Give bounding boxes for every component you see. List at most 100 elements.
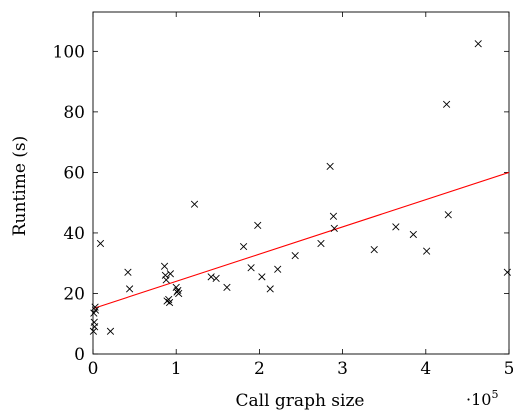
data-point — [223, 283, 231, 292]
data-point — [330, 224, 338, 233]
data-point — [423, 247, 431, 255]
data-point-stroke — [474, 40, 482, 48]
data-point-stroke — [165, 295, 173, 304]
data-point — [91, 303, 99, 311]
data-point-stroke — [409, 230, 417, 239]
data-point — [207, 273, 215, 281]
data-point-stroke — [258, 273, 266, 281]
data-point-stroke — [317, 239, 325, 248]
y-tick-label: 0 — [74, 345, 85, 365]
data-point — [274, 265, 282, 273]
data-point-stroke — [91, 303, 99, 311]
data-point — [503, 268, 511, 276]
data-point — [291, 252, 299, 260]
data-point-stroke — [423, 247, 431, 255]
data-point-stroke — [91, 306, 100, 314]
data-point — [258, 273, 266, 281]
data-point — [106, 327, 115, 335]
y-tick-label: 100 — [53, 42, 85, 62]
data-point-stroke — [91, 323, 99, 331]
data-point-stroke — [291, 252, 299, 260]
fit-line-layer — [92, 171, 510, 310]
data-point-stroke — [370, 245, 378, 254]
x-tick-label: 0 — [88, 359, 99, 379]
y-tick-label: 80 — [63, 103, 85, 123]
y-axis-title: Runtime (s) — [10, 136, 30, 237]
x-axis-title: Call graph size — [236, 391, 365, 411]
data-point — [247, 264, 255, 272]
data-points — [89, 40, 511, 335]
data-point-stroke — [392, 223, 400, 231]
data-point-stroke — [274, 265, 282, 273]
data-point-stroke — [106, 327, 115, 335]
data-point — [442, 100, 451, 108]
data-point — [175, 289, 183, 298]
data-point-stroke — [239, 242, 248, 251]
data-point — [91, 306, 100, 314]
data-point-stroke — [160, 262, 169, 270]
data-point — [161, 271, 170, 279]
plot-area — [92, 11, 510, 355]
data-point — [474, 40, 482, 48]
data-point — [239, 242, 248, 251]
data-point-stroke — [503, 268, 511, 276]
data-point-stroke — [175, 289, 183, 298]
data-point — [329, 212, 338, 220]
y-tick-label: 60 — [63, 163, 85, 183]
y-axis: 0 20 40 60 80 100 — [53, 42, 509, 365]
data-point — [162, 276, 170, 284]
data-point-stroke — [89, 327, 98, 335]
data-point-stroke — [247, 264, 255, 272]
x-axis-scale-label: ·105 — [466, 388, 498, 409]
data-point-stroke — [166, 270, 174, 278]
data-point-stroke — [161, 271, 170, 279]
data-point — [165, 298, 174, 307]
data-point — [166, 270, 174, 278]
data-point-stroke — [125, 285, 134, 293]
data-point-stroke — [223, 283, 231, 292]
data-point — [266, 285, 274, 293]
data-point — [91, 323, 99, 331]
data-point-stroke — [165, 298, 174, 307]
data-point — [254, 221, 262, 229]
data-point-stroke — [124, 268, 132, 276]
data-point — [160, 262, 169, 270]
fit-line — [92, 171, 510, 310]
data-point — [409, 230, 417, 239]
data-point-stroke — [254, 221, 262, 229]
data-point-stroke — [162, 276, 170, 284]
x-tick-label: 4 — [420, 359, 431, 379]
x-axis: 0 1 2 3 4 5 — [88, 12, 513, 379]
x-tick-label: 1 — [171, 359, 182, 379]
data-point — [326, 162, 334, 170]
data-point-stroke — [190, 200, 199, 208]
data-point — [124, 268, 132, 276]
data-point-stroke — [326, 162, 334, 170]
data-point-stroke — [172, 283, 180, 292]
y-tick-label: 20 — [63, 284, 85, 304]
x-tick-label: 3 — [337, 359, 348, 379]
data-point — [317, 239, 325, 248]
data-point-stroke — [444, 211, 452, 219]
x-axis-scale-base: ·10 — [466, 390, 491, 409]
data-point — [392, 223, 400, 231]
data-point-stroke — [96, 239, 105, 248]
x-tick-label: 5 — [504, 359, 513, 379]
y-tick-label: 40 — [63, 224, 85, 244]
plot-border — [92, 11, 510, 355]
data-point-stroke — [442, 100, 451, 108]
data-point — [212, 274, 220, 282]
data-point — [190, 200, 199, 208]
data-point-stroke — [174, 286, 182, 295]
data-point — [89, 327, 98, 335]
data-point — [96, 239, 105, 248]
data-point-stroke — [207, 273, 215, 281]
data-point-stroke — [212, 274, 220, 282]
x-axis-scale-exponent: 5 — [491, 388, 498, 401]
data-point-stroke — [330, 224, 338, 233]
data-point — [444, 211, 452, 219]
data-point — [125, 285, 134, 293]
data-point-stroke — [266, 285, 274, 293]
data-point — [370, 245, 378, 254]
